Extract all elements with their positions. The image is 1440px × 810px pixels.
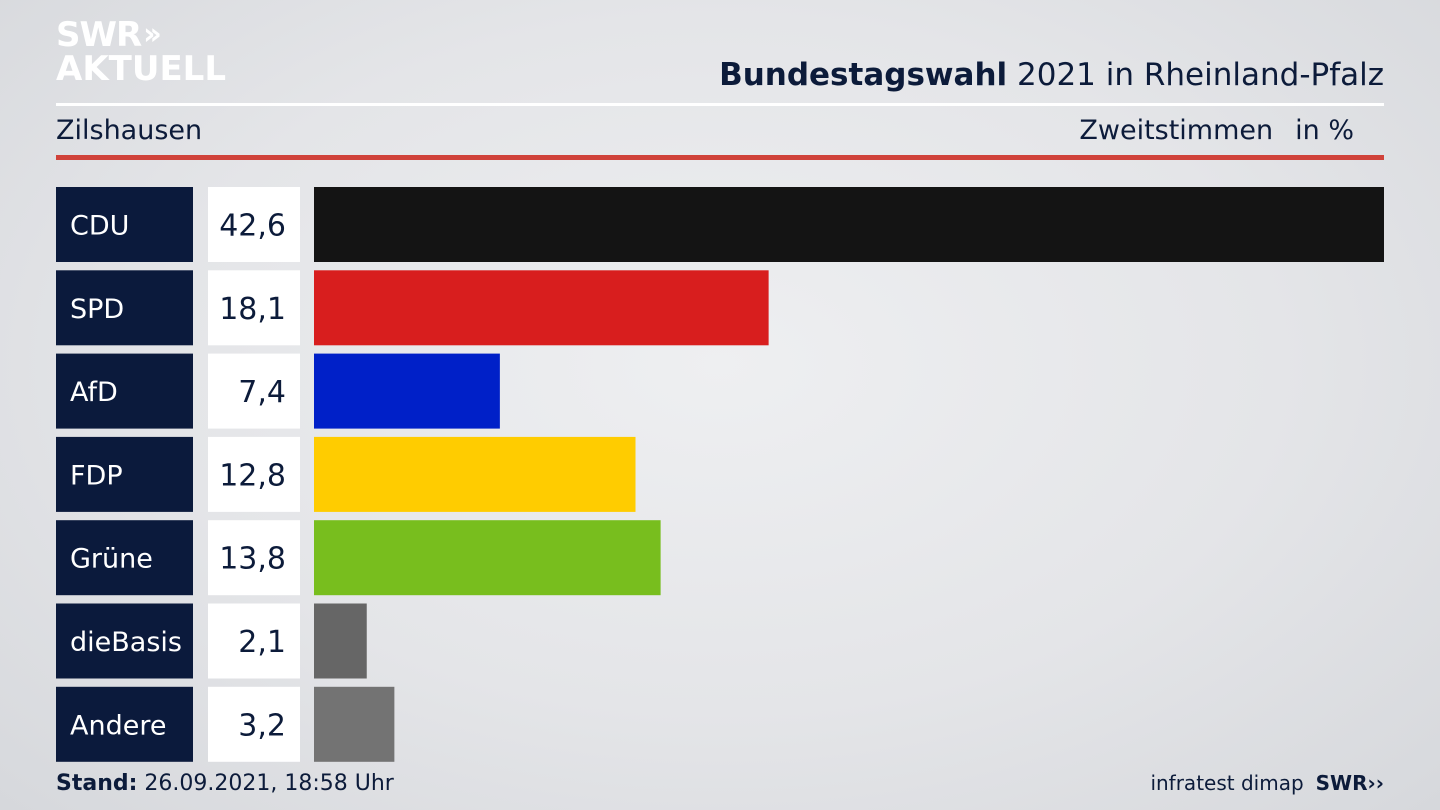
source-name: infratest dimap: [1150, 771, 1304, 795]
bar-andere: [314, 686, 395, 762]
party-label: AfD: [70, 377, 118, 408]
value-label: 7,4: [238, 375, 286, 410]
value-label: 12,8: [219, 458, 286, 493]
swr-aktuell-logo: SWR ›› AKTUELL: [56, 15, 227, 89]
stand-label: Stand:: [56, 771, 138, 796]
title-bold: Bundestagswahl: [719, 57, 1008, 93]
divider-white: [56, 103, 1384, 106]
party-label: SPD: [70, 294, 124, 325]
metric-label: Zweitstimmen in %: [1079, 115, 1354, 146]
divider-red: [56, 155, 1384, 160]
bar-gr-ne: [314, 520, 661, 596]
value-label-box: [208, 353, 300, 429]
party-label: CDU: [70, 211, 129, 242]
source-credit: infratest dimap SWR››: [1150, 771, 1384, 795]
party-label: FDP: [70, 460, 123, 491]
timestamp: Stand: 26.09.2021, 18:58 Uhr: [56, 771, 394, 796]
metric-name: Zweitstimmen: [1079, 115, 1274, 146]
metric-unit: in %: [1295, 115, 1354, 146]
logo-line1: SWR: [56, 15, 142, 55]
party-label: Grüne: [70, 544, 153, 575]
value-label-box: [208, 270, 300, 346]
chevron-small-icon: ››: [1367, 771, 1384, 795]
title-rest: 2021 in Rheinland-Pfalz: [1007, 57, 1384, 93]
value-label: 13,8: [219, 542, 286, 577]
value-label-box: [208, 686, 300, 762]
stand-value: 26.09.2021, 18:58 Uhr: [137, 771, 394, 796]
value-label: 3,2: [238, 708, 286, 743]
bar-fdp: [314, 436, 636, 512]
value-label: 42,6: [219, 209, 286, 244]
party-label: Andere: [70, 710, 166, 741]
party-label-box: [56, 686, 193, 762]
party-label-box: [56, 353, 193, 429]
party-label-box: [56, 270, 193, 346]
bar-diebasis: [314, 603, 367, 679]
value-label: 18,1: [219, 292, 286, 327]
party-label-box: [56, 187, 193, 262]
value-label-box: [208, 603, 300, 679]
value-label-box: [208, 520, 300, 596]
party-label-box: [56, 436, 193, 512]
bar-afd: [314, 353, 500, 429]
logo-line2: AKTUELL: [56, 49, 227, 89]
swr-brand-text: SWR: [1315, 771, 1368, 795]
party-label: dieBasis: [70, 627, 182, 658]
value-label-box: [208, 436, 300, 512]
page-title: Bundestagswahl 2021 in Rheinland-Pfalz: [719, 57, 1384, 93]
party-label-box: [56, 603, 193, 679]
party-label-box: [56, 520, 193, 596]
value-label: 2,1: [238, 625, 286, 660]
swr-brand: SWR››: [1316, 771, 1384, 795]
value-label-box: [208, 187, 300, 262]
subtitle-location: Zilshausen: [56, 115, 203, 146]
bar-spd: [314, 270, 769, 346]
bar-cdu: [314, 187, 1384, 262]
